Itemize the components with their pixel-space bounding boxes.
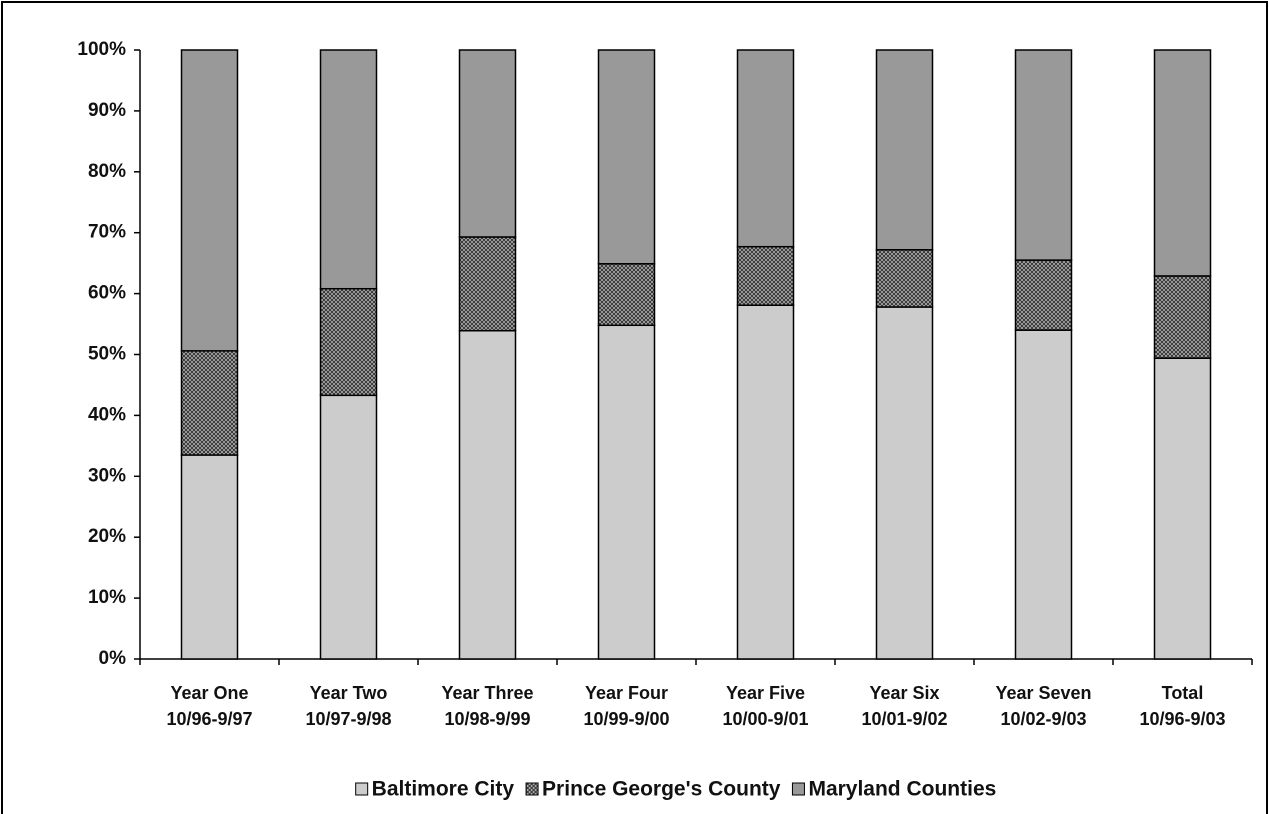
y-tick-label: 30% <box>88 465 126 486</box>
legend-swatch <box>791 782 805 796</box>
x-tick-label-line: 10/01-9/02 <box>861 709 947 729</box>
legend: Baltimore City Prince George's County Mary… <box>355 778 996 801</box>
x-tick-label-line: Year Five <box>726 683 805 703</box>
bar-segment <box>319 287 378 397</box>
x-tick-label: Year Three 10/98-9/99 <box>441 683 533 729</box>
x-tick-label-line: 10/99-9/00 <box>583 709 669 729</box>
y-tick-label: 90% <box>88 100 126 121</box>
legend-label: Baltimore City <box>372 778 515 801</box>
legend-label: Maryland Counties <box>808 778 996 801</box>
legend-swatch <box>355 782 369 796</box>
y-tick-label: 50% <box>88 344 126 365</box>
bar-segment <box>1153 275 1212 359</box>
x-tick-label-line: 10/02-9/03 <box>1000 709 1086 729</box>
bar-segment <box>180 350 239 456</box>
bar-segment <box>875 249 934 308</box>
x-tick-label-line: 10/96-9/03 <box>1139 709 1225 729</box>
x-tick-label: Year Four 10/99-9/00 <box>583 683 669 729</box>
x-tick-label-line: 10/00-9/01 <box>722 709 808 729</box>
y-tick-label: 80% <box>88 161 126 182</box>
bar-segment <box>1153 49 1212 277</box>
bar-segment <box>875 49 934 251</box>
bar-segment <box>1014 49 1073 261</box>
legend-swatch <box>525 782 539 796</box>
bar-segment <box>319 49 378 290</box>
x-tick-label: Year One 10/96-9/97 <box>166 683 252 729</box>
x-tick-label-line: Year One <box>170 683 248 703</box>
y-tick-label: 70% <box>88 222 126 243</box>
y-tick-label: 40% <box>88 404 126 425</box>
bar-segment <box>1014 329 1073 660</box>
x-tick-label-line: Year Two <box>310 683 388 703</box>
bar-segment <box>1153 357 1212 660</box>
x-tick-label-line: 10/97-9/98 <box>305 709 391 729</box>
y-tick-label: 10% <box>88 587 126 608</box>
bar-segment <box>458 329 517 660</box>
x-tick-label-line: 10/98-9/99 <box>444 709 530 729</box>
y-tick-label: 0% <box>99 648 127 669</box>
bar-segment <box>458 236 517 332</box>
x-tick-label-line: Year Six <box>869 683 939 703</box>
x-tick-label-line: Year Three <box>441 683 533 703</box>
y-tick-label: 20% <box>88 526 126 547</box>
bar-segment <box>458 49 517 238</box>
legend-label: Prince George's County <box>542 778 781 801</box>
bar-segment <box>180 454 239 660</box>
x-tick-label: Year Seven 10/02-9/03 <box>995 683 1091 729</box>
bar-segment <box>736 49 795 248</box>
x-tick-label: Year Five 10/00-9/01 <box>722 683 808 729</box>
x-tick-label-line: Year Four <box>585 683 668 703</box>
bar-segment <box>597 49 656 265</box>
y-tick-label: 100% <box>77 39 126 60</box>
bar-segment <box>736 245 795 306</box>
x-tick-label: Total 10/96-9/03 <box>1139 683 1225 729</box>
bar-segment <box>597 263 656 327</box>
x-tick-label: Year Two 10/97-9/98 <box>305 683 391 729</box>
bar-segment <box>736 304 795 660</box>
bar-segment <box>180 49 239 352</box>
bar-segment <box>875 306 934 660</box>
bar-segment <box>319 394 378 660</box>
bar-segment <box>1014 259 1073 331</box>
x-tick-label-line: Total <box>1162 683 1204 703</box>
x-tick-label-line: Year Seven <box>995 683 1091 703</box>
x-tick-label-line: 10/96-9/97 <box>166 709 252 729</box>
y-tick-label: 60% <box>88 283 126 304</box>
x-tick-label: Year Six 10/01-9/02 <box>861 683 947 729</box>
bar-segment <box>597 324 656 660</box>
